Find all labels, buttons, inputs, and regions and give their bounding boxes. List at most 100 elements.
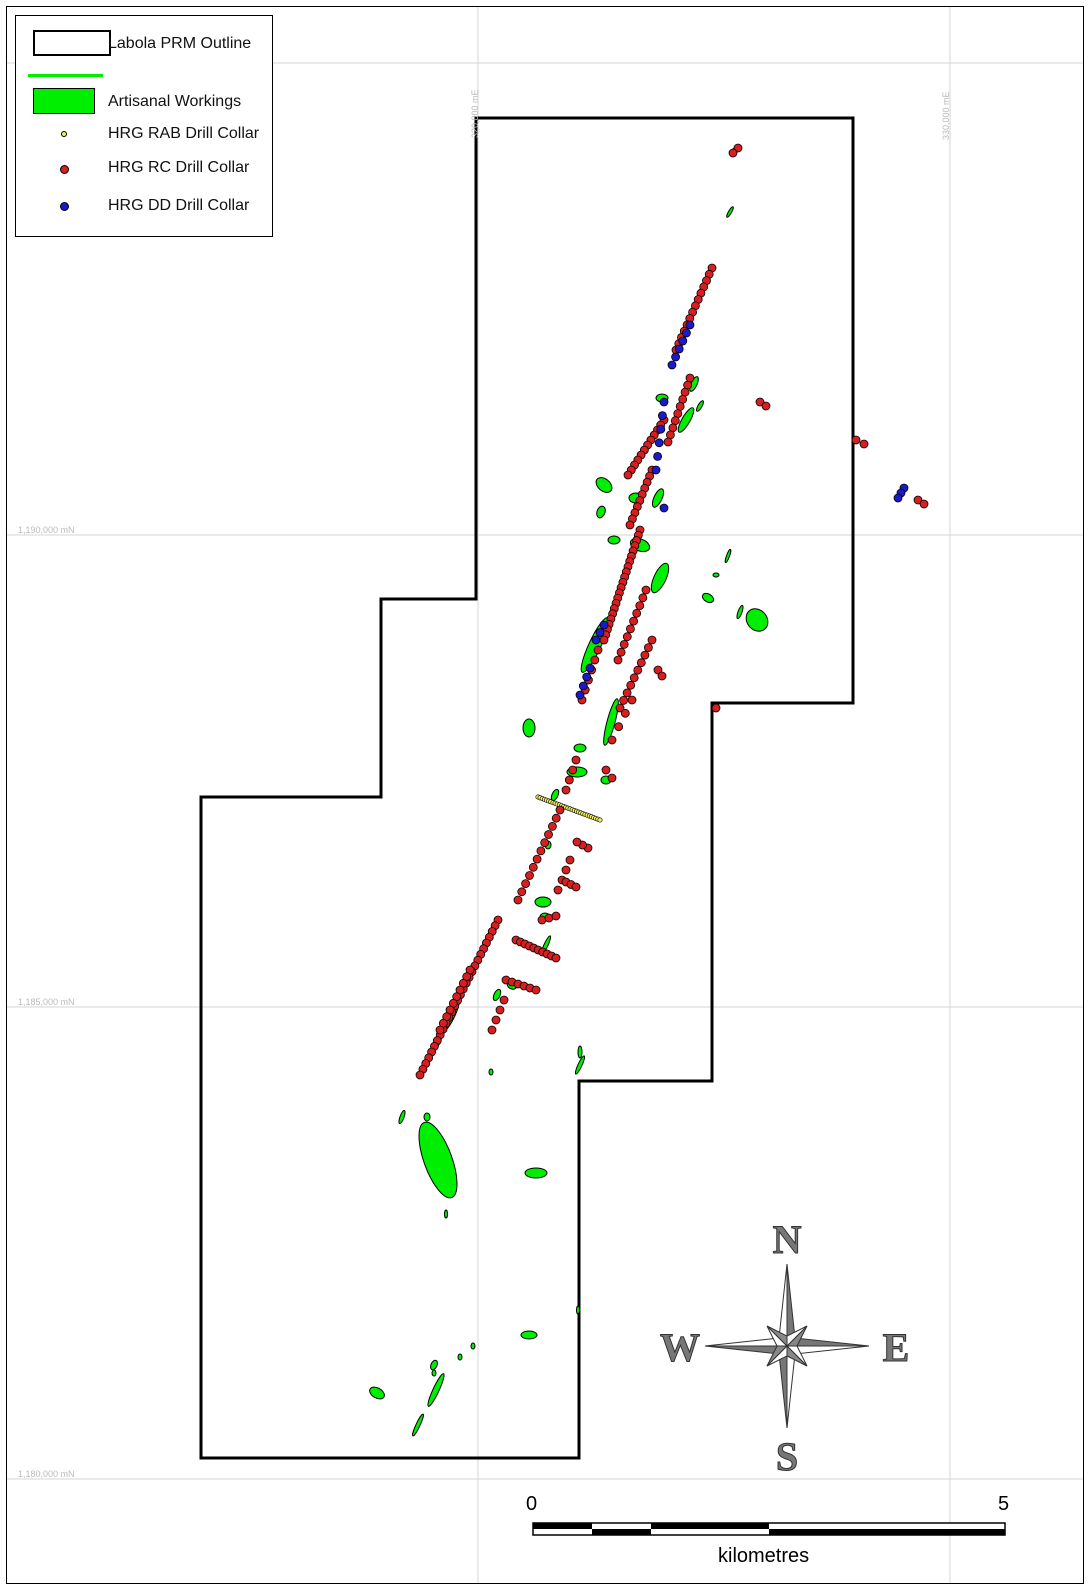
rc-drill-collar bbox=[544, 830, 553, 839]
rc-drill-collar bbox=[627, 695, 637, 705]
rc-drill-collar bbox=[919, 499, 929, 509]
rc-drill-collar bbox=[614, 722, 624, 732]
rc-drill-collar bbox=[626, 680, 636, 690]
rc-drill-collar bbox=[859, 439, 869, 449]
artisanal-working bbox=[534, 896, 552, 908]
artisanal-working bbox=[431, 1369, 437, 1377]
grid-label-northing-1: 1,190,000 mN bbox=[18, 525, 75, 535]
artisanal-working bbox=[677, 407, 695, 433]
rc-drill-collar bbox=[629, 673, 639, 683]
dd-drill-collar bbox=[575, 690, 585, 700]
dd-drill-collar bbox=[685, 320, 695, 330]
legend-dd-swatch bbox=[60, 202, 69, 211]
legend-label-dd: HRG DD Drill Collar bbox=[108, 197, 250, 214]
artisanal-working bbox=[574, 1055, 586, 1075]
rc-drill-collar bbox=[619, 640, 629, 649]
artisanal-working bbox=[736, 604, 744, 620]
dd-drill-collar bbox=[659, 503, 669, 513]
dd-drill-collar bbox=[659, 397, 669, 407]
artisanal-working bbox=[607, 535, 621, 545]
rc-drill-collar bbox=[561, 785, 571, 795]
dd-drill-collar bbox=[578, 681, 588, 691]
rc-drill-collar bbox=[561, 865, 571, 875]
artisanal-working bbox=[457, 1353, 463, 1361]
rc-drill-collar bbox=[647, 635, 657, 645]
scale-label-start: 0 bbox=[526, 1493, 538, 1515]
dd-drill-collar bbox=[893, 493, 903, 503]
rc-drill-collar bbox=[622, 632, 632, 642]
artisanal-working bbox=[650, 562, 670, 594]
rc-drill-collar bbox=[536, 846, 546, 856]
dd-drill-collar bbox=[682, 328, 691, 338]
dd-drill-collar bbox=[667, 360, 677, 370]
rc-drill-collar bbox=[622, 688, 632, 698]
grid-label-northing-3: 1,180,000 mN bbox=[18, 1469, 75, 1479]
artisanal-working bbox=[423, 1112, 431, 1122]
rc-drill-collar bbox=[619, 696, 628, 705]
artisanal-working bbox=[726, 206, 734, 218]
rc-drill-collar bbox=[568, 765, 578, 775]
rc-drill-collar bbox=[572, 837, 582, 847]
rc-drill-collar bbox=[553, 885, 563, 895]
legend-artisanal-swatch bbox=[33, 88, 95, 114]
compass-label-s: S bbox=[776, 1434, 798, 1479]
artisanal-working bbox=[470, 1342, 476, 1350]
rc-drill-collar bbox=[851, 435, 861, 445]
dd-drill-collar bbox=[651, 465, 661, 475]
rc-drill-collar bbox=[551, 813, 561, 823]
dd-drill-collar bbox=[658, 411, 667, 421]
rc-drill-collar bbox=[415, 1070, 425, 1080]
artisanal-working bbox=[524, 1167, 548, 1179]
rc-drill-collar bbox=[435, 1025, 445, 1035]
legend-label-artisanal: Artisanal Workings bbox=[108, 93, 242, 110]
rc-drill-collar bbox=[599, 635, 609, 645]
rc-drill-collar bbox=[728, 148, 738, 158]
rc-drill-collar bbox=[555, 805, 565, 815]
artisanal-working bbox=[398, 1109, 406, 1125]
dd-drill-collar bbox=[654, 438, 664, 448]
rc-drill-collar bbox=[601, 765, 611, 775]
rc-drill-collar bbox=[663, 437, 673, 447]
rc-drill-collar bbox=[636, 658, 646, 668]
scale-label-end: 5 bbox=[998, 1493, 1010, 1515]
rc-drill-collar bbox=[615, 703, 625, 713]
rc-drill-collar bbox=[540, 838, 550, 848]
artisanal-working bbox=[488, 1068, 494, 1076]
artisanal-working bbox=[596, 505, 606, 519]
dd-drill-collars bbox=[575, 320, 909, 700]
legend-outline-swatch bbox=[33, 30, 111, 56]
artisanal-working bbox=[412, 1413, 424, 1437]
rc-drill-collar bbox=[607, 773, 617, 783]
rc-drill-collar bbox=[531, 985, 541, 995]
rc-drill-collar bbox=[635, 601, 645, 610]
rc-drill-collar bbox=[571, 755, 581, 765]
artisanal-workings bbox=[369, 147, 769, 1437]
dd-drill-collar bbox=[678, 336, 688, 346]
rc-drill-collar bbox=[590, 655, 600, 665]
rc-drill-collar bbox=[548, 822, 557, 831]
rc-drill-collar bbox=[564, 775, 574, 785]
legend-rab-swatch bbox=[61, 131, 67, 137]
rc-drill-collar bbox=[551, 911, 561, 921]
rc-drill-collar bbox=[626, 624, 635, 634]
rab-drill-collar bbox=[597, 817, 603, 823]
rab-drill-collars bbox=[535, 794, 603, 823]
dd-drill-collar bbox=[674, 344, 684, 354]
rc-drill-collar bbox=[616, 647, 626, 657]
rc-drill-collar bbox=[571, 882, 581, 892]
artisanal-working bbox=[595, 477, 613, 493]
north-arrow-compass: N S E W bbox=[660, 1217, 910, 1480]
artisanal-working bbox=[418, 1121, 458, 1199]
rc-drill-collar bbox=[755, 397, 765, 407]
rc-drill-collar bbox=[629, 616, 638, 626]
rc-drill-collar bbox=[551, 953, 561, 963]
compass-label-w: W bbox=[660, 1325, 700, 1370]
artisanal-working bbox=[522, 718, 536, 738]
rc-drill-collar bbox=[638, 593, 648, 603]
rc-drill-collar bbox=[653, 665, 663, 675]
legend-label-rc: HRG RC Drill Collar bbox=[108, 159, 250, 176]
rc-drill-collar bbox=[593, 645, 603, 655]
rc-drill-collar bbox=[625, 520, 635, 530]
rc-drill-collar bbox=[491, 1015, 501, 1025]
